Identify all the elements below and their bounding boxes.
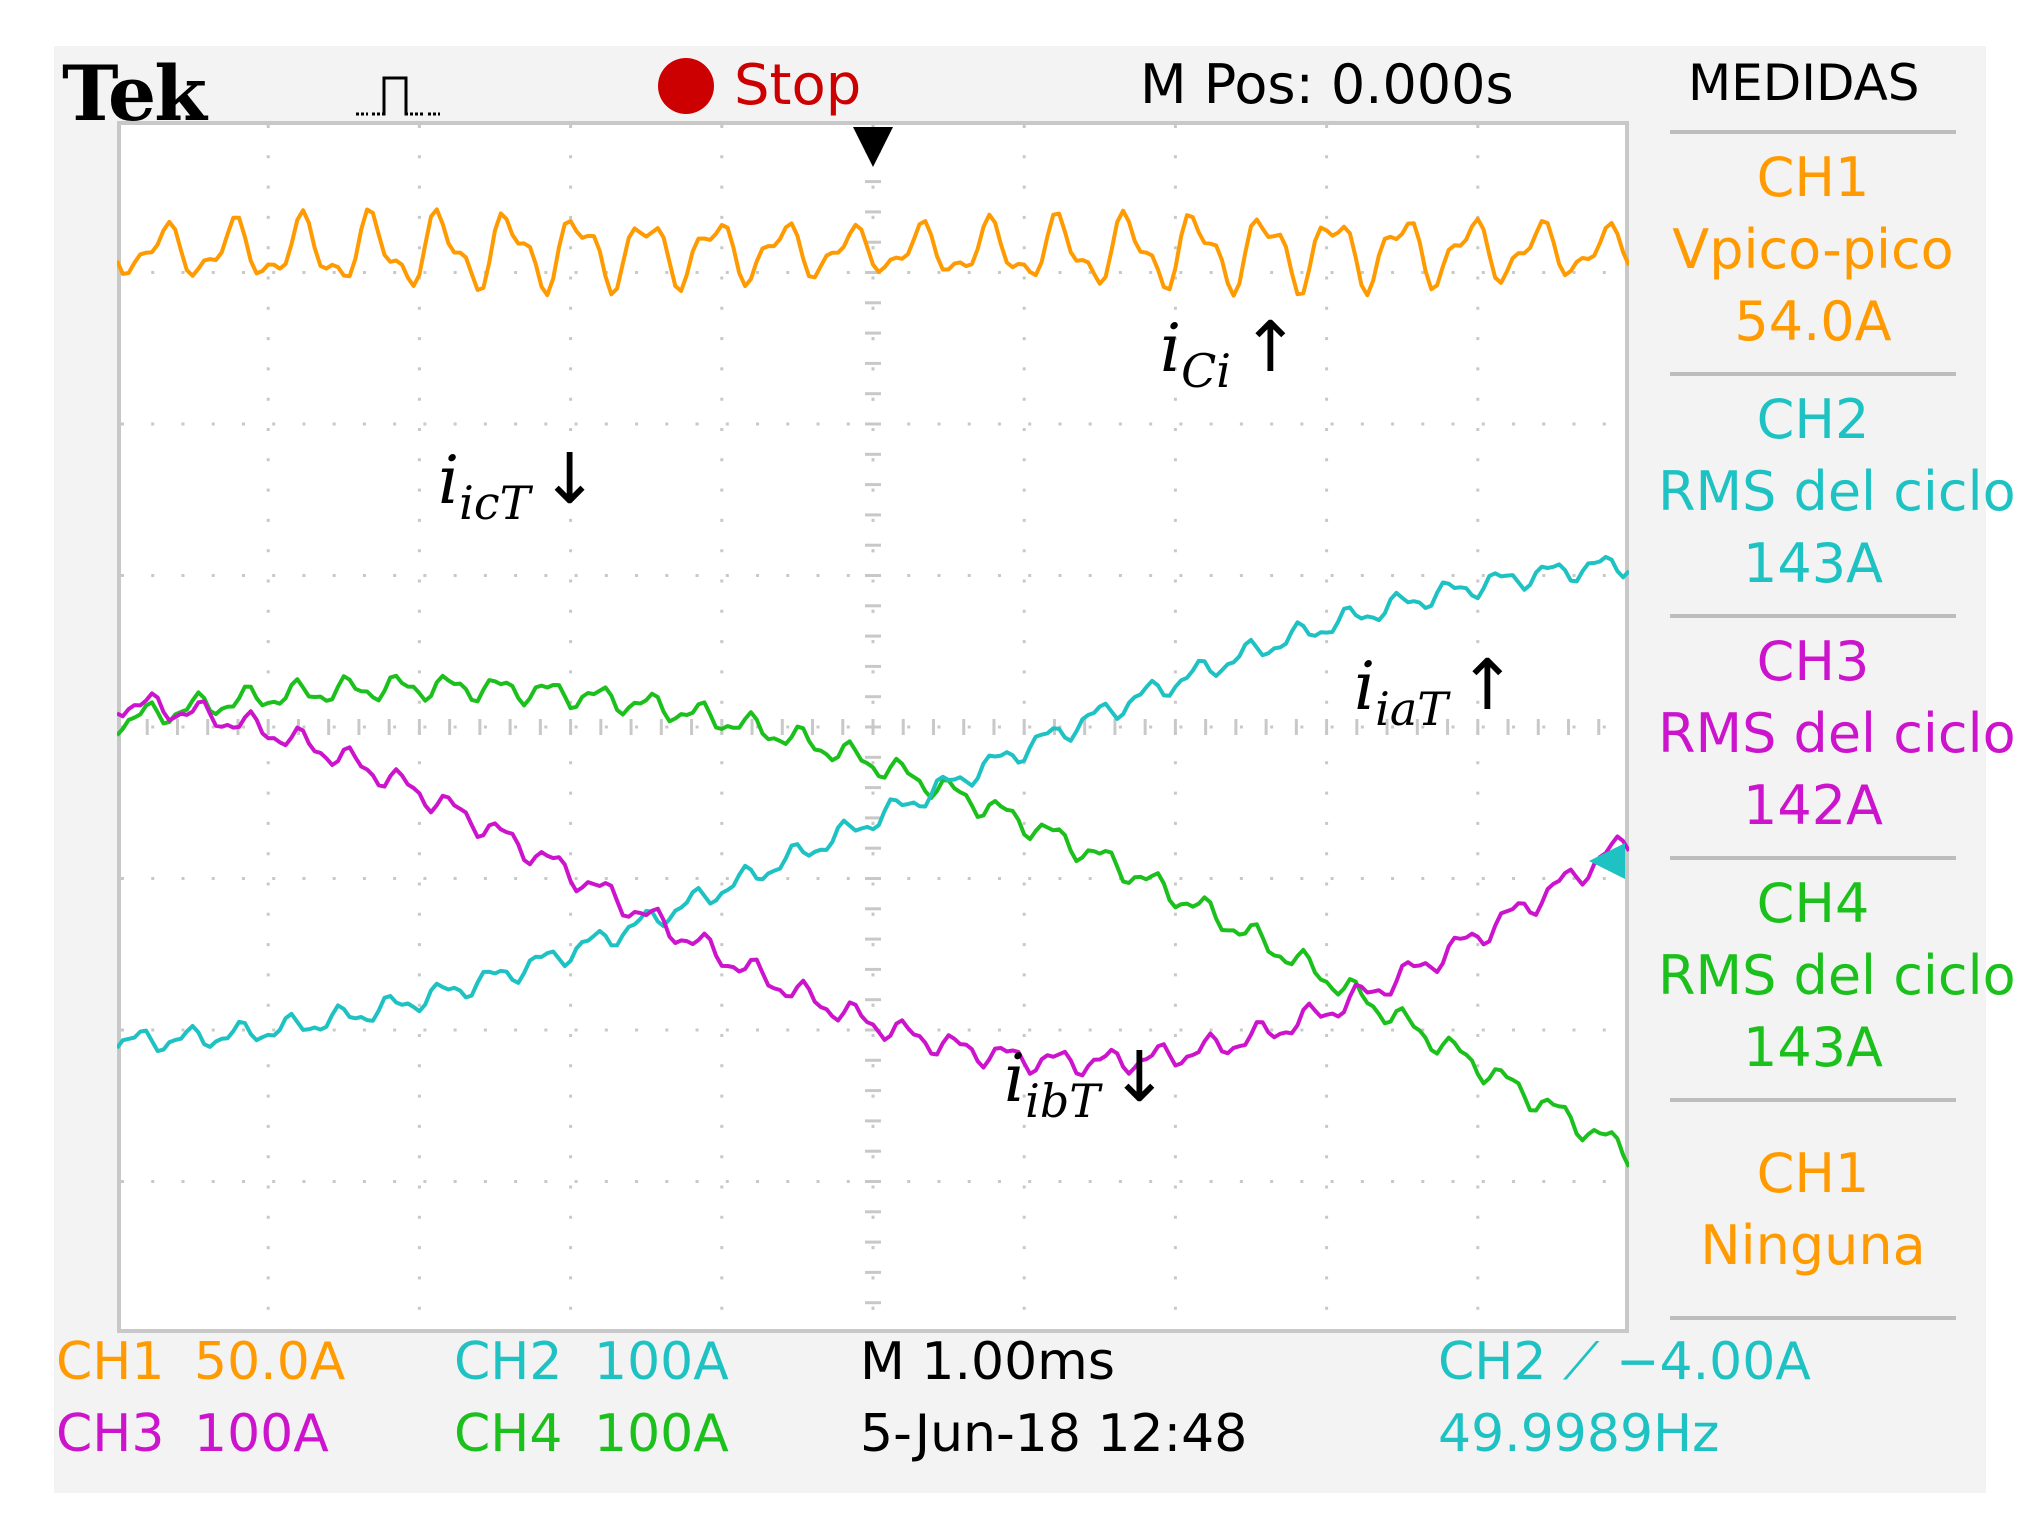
ch4-trace (117, 673, 1629, 1168)
ch2-label: CH2 (454, 1332, 563, 1392)
measurement-value: 142A (1742, 774, 1883, 837)
measurement-channel: CH1 (1756, 146, 1870, 209)
oscilloscope-screen: Tek Stop M Pos: 0.000s MEDIDAS 1▸2▸ CH1 V… (54, 46, 2016, 1493)
measurement-channel: CH1 (1756, 1142, 1870, 1205)
measurement-1[interactable]: CH1 Vpico-pico 54.0A (1658, 142, 1968, 358)
measurement-channel: CH4 (1756, 872, 1870, 935)
measurement-3[interactable]: CH3 RMS del ciclo 142A (1658, 626, 2016, 842)
menu-separator (1670, 856, 1956, 860)
ch1-scale: 50.0A (194, 1332, 346, 1392)
ch1-label: CH1 (56, 1332, 165, 1392)
ch2-scale: 100A (594, 1332, 729, 1392)
measurement-type: Vpico-pico (1672, 218, 1954, 281)
menu-title: MEDIDAS (1688, 54, 1920, 112)
measurement-2[interactable]: CH2 RMS del ciclo 143A (1658, 384, 2016, 600)
menu-separator (1670, 372, 1956, 376)
trigger-pulse-icon (356, 76, 440, 116)
waveform-display: 1▸2▸ (117, 121, 1629, 1333)
measurement-type: RMS del ciclo (1658, 702, 2016, 765)
measurement-value: 143A (1742, 1016, 1883, 1079)
tek-logo: Tek (62, 49, 207, 138)
ch4-scale: 100A (594, 1404, 729, 1464)
measurement-type: RMS del ciclo (1658, 460, 2016, 523)
measurement-value: 54.0A (1734, 290, 1892, 353)
trace-label-ict: iicT ↓ (438, 438, 599, 530)
menu-separator (1670, 130, 1956, 134)
ch1-trace (117, 207, 1629, 298)
trigger-frequency: 49.9989Hz (1438, 1404, 1720, 1464)
graticule (117, 121, 1629, 1333)
stop-indicator-icon (658, 58, 714, 114)
trigger-setting: CH2 ⟋ −4.00A (1438, 1332, 1811, 1392)
ch3-trace (117, 691, 1629, 1078)
measurement-channel: CH3 (1756, 630, 1870, 693)
ch2-trace (117, 554, 1629, 1054)
measurement-4[interactable]: CH4 RMS del ciclo 143A (1658, 868, 2016, 1084)
measurement-channel: CH2 (1756, 388, 1870, 451)
measurement-type: Ninguna (1700, 1214, 1926, 1277)
markers: 1▸2▸ (853, 127, 1625, 879)
measurement-5[interactable]: CH1 Ninguna (1658, 1138, 1968, 1282)
measurement-type: RMS del ciclo (1658, 944, 2016, 1007)
trigger-level-icon (1589, 843, 1625, 879)
menu-separator (1670, 1098, 1956, 1102)
menu-separator (1670, 614, 1956, 618)
ch4-label: CH4 (454, 1404, 563, 1464)
trace-label-ibt: iibT ↓ (1004, 1036, 1169, 1128)
traces (117, 207, 1629, 1168)
trace-label-iat: iiaT ↑ (1354, 644, 1517, 736)
timebase: M 1.00ms (860, 1332, 1115, 1392)
trigger-position-icon (853, 127, 893, 167)
run-state-label: Stop (734, 53, 862, 118)
measurement-value: 143A (1742, 532, 1883, 595)
menu-separator (1670, 1316, 1956, 1320)
horizontal-position: M Pos: 0.000s (1140, 53, 1514, 116)
datetime: 5-Jun-18 12:48 (860, 1404, 1248, 1464)
trace-label-ci: iCi ↑ (1160, 306, 1300, 398)
ch3-label: CH3 (56, 1404, 165, 1464)
ch3-scale: 100A (194, 1404, 329, 1464)
